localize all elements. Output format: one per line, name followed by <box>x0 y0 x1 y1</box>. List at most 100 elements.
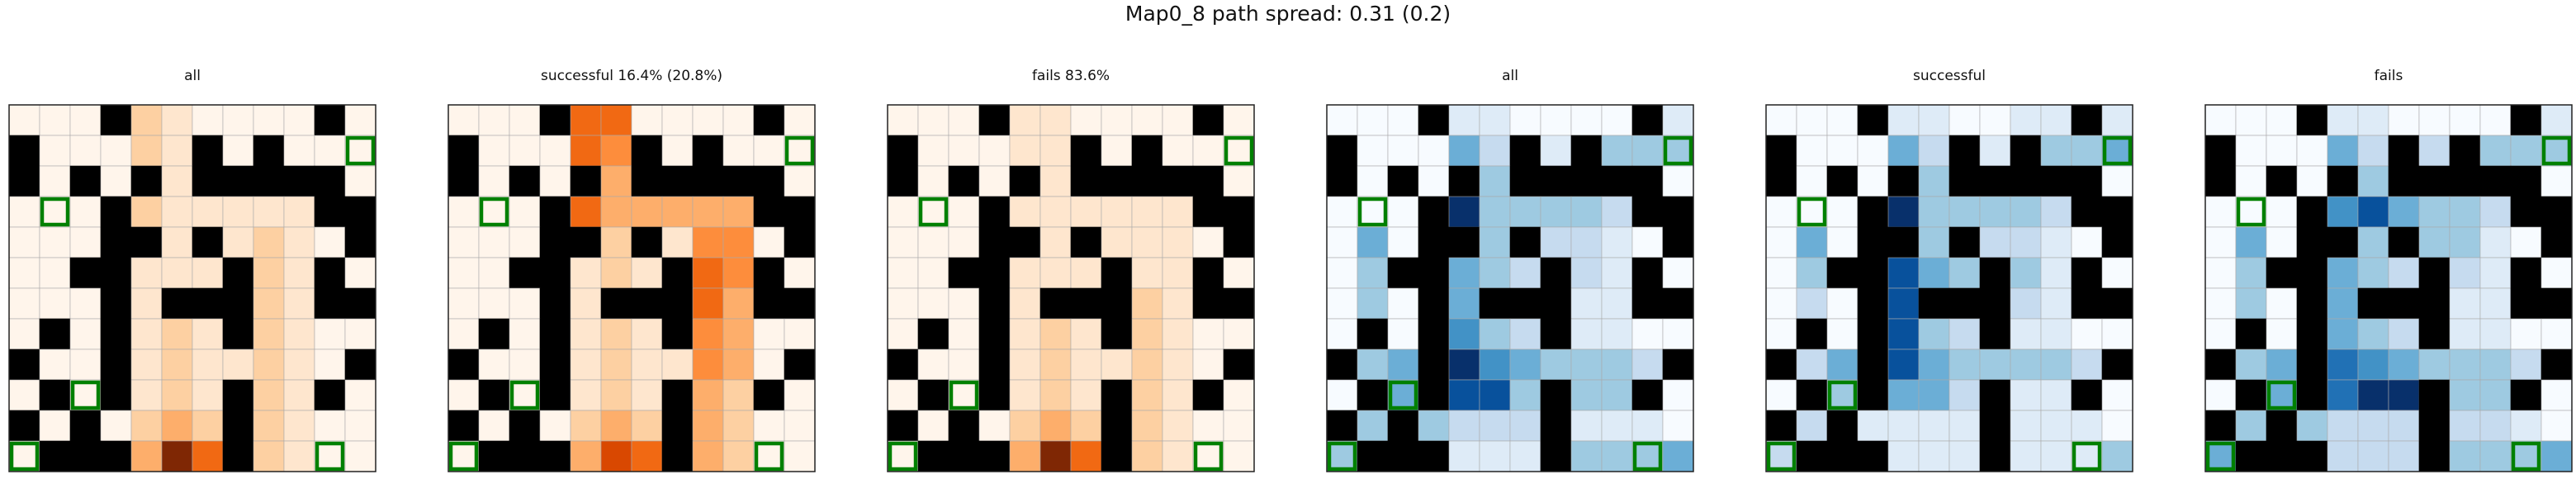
heat-cell <box>570 410 602 442</box>
heat-cell <box>1826 318 1859 350</box>
heat-cell <box>2266 104 2298 136</box>
wall-cell <box>1070 287 1102 320</box>
wall-cell <box>2296 379 2328 411</box>
heat-cell <box>887 318 919 350</box>
heat-cell <box>1070 379 1102 411</box>
heat-cell <box>1162 104 1194 136</box>
wall-cell <box>1949 226 1981 258</box>
heat-cell <box>2357 440 2389 472</box>
heat-cell <box>2266 318 2298 350</box>
heat-cell <box>69 318 102 350</box>
wall-cell <box>1101 440 1133 472</box>
heat-cell <box>192 104 224 136</box>
heat-cell <box>1101 349 1133 381</box>
wall-cell <box>100 379 132 411</box>
heat-cell <box>692 349 724 381</box>
wall-cell <box>1826 165 1859 197</box>
heat-cell <box>130 410 163 442</box>
heat-cell <box>1162 379 1194 411</box>
wall-cell <box>1162 165 1194 197</box>
heat-cell <box>222 104 254 136</box>
heat-cell <box>161 226 193 258</box>
goal-marker <box>345 135 376 166</box>
heat-cell <box>1223 410 1255 442</box>
heat-cell <box>2449 226 2481 258</box>
heat-cell <box>1887 379 1920 411</box>
heat-cell <box>130 135 163 167</box>
wall-cell <box>253 135 285 167</box>
heat-cell <box>2071 410 2103 442</box>
wall-cell <box>2479 165 2512 197</box>
heat-cell <box>661 349 694 381</box>
heat-cell <box>1101 196 1133 228</box>
heat-cell <box>39 165 71 197</box>
panel-frame <box>8 104 376 472</box>
wall-cell <box>222 257 254 289</box>
wall-cell <box>1631 287 1664 320</box>
heat-cell <box>2327 379 2359 411</box>
wall-cell <box>1662 349 1694 381</box>
heat-cell <box>948 135 980 167</box>
wall-cell <box>2101 196 2133 228</box>
heat-cell <box>2540 135 2573 167</box>
heat-cell <box>2479 379 2512 411</box>
wall-cell <box>283 165 315 197</box>
heat-cell <box>253 410 285 442</box>
heat-cell <box>1223 318 1255 350</box>
heat-cell <box>1387 226 1419 258</box>
heat-cell <box>1448 257 1480 289</box>
heat-cell <box>2418 104 2451 136</box>
heat-cell <box>917 410 949 442</box>
wall-cell <box>1509 165 1541 197</box>
wall-cell <box>661 318 694 350</box>
heat-cell <box>631 196 663 228</box>
wall-cell <box>2296 226 2328 258</box>
heat-cell <box>478 226 510 258</box>
panel-title: fails 83.6% <box>1032 68 1110 84</box>
heat-cell <box>192 257 224 289</box>
wall-cell <box>1570 165 1603 197</box>
heat-cell <box>2040 318 2072 350</box>
heat-cell <box>478 410 510 442</box>
heat-cell <box>130 379 163 411</box>
heat-cell <box>1509 379 1541 411</box>
heat-cell <box>1387 349 1419 381</box>
heat-cell <box>478 287 510 320</box>
heat-cell <box>2510 440 2542 472</box>
heat-cell <box>631 318 663 350</box>
heat-cell <box>661 135 694 167</box>
heat-cell <box>344 104 376 136</box>
wall-cell <box>1765 349 1797 381</box>
wall-cell <box>2071 257 2103 289</box>
heat-cell <box>130 349 163 381</box>
heat-cell <box>314 440 346 472</box>
wall-cell <box>39 379 71 411</box>
heat-cell <box>1570 318 1603 350</box>
heat-cell <box>2479 257 2512 289</box>
heat-cell <box>1631 318 1664 350</box>
heat-cell <box>1223 440 1255 472</box>
heat-cell <box>2540 165 2573 197</box>
heat-cell <box>2479 287 2512 320</box>
wall-cell <box>2296 287 2328 320</box>
heat-cell <box>1540 135 1572 167</box>
wall-cell <box>1949 165 1981 197</box>
heat-cell <box>478 135 510 167</box>
heat-cell <box>283 104 315 136</box>
wall-cell <box>1631 379 1664 411</box>
heat-cell <box>2418 226 2451 258</box>
wall-cell <box>2071 196 2103 228</box>
heat-cell <box>1601 196 1633 228</box>
heat-cell <box>1509 104 1541 136</box>
heat-cell <box>2449 318 2481 350</box>
panel-title: fails <box>2375 68 2403 84</box>
heat-cell <box>1540 104 1572 136</box>
heat-cell <box>2449 196 2481 228</box>
heat-cell <box>1796 257 1828 289</box>
heat-cell <box>509 349 541 381</box>
heat-cell <box>570 257 602 289</box>
heat-cell <box>2388 410 2420 442</box>
heat-cell <box>692 226 724 258</box>
heatmap-panel-3: fails 83.6% <box>887 68 1255 472</box>
wall-cell <box>600 287 632 320</box>
